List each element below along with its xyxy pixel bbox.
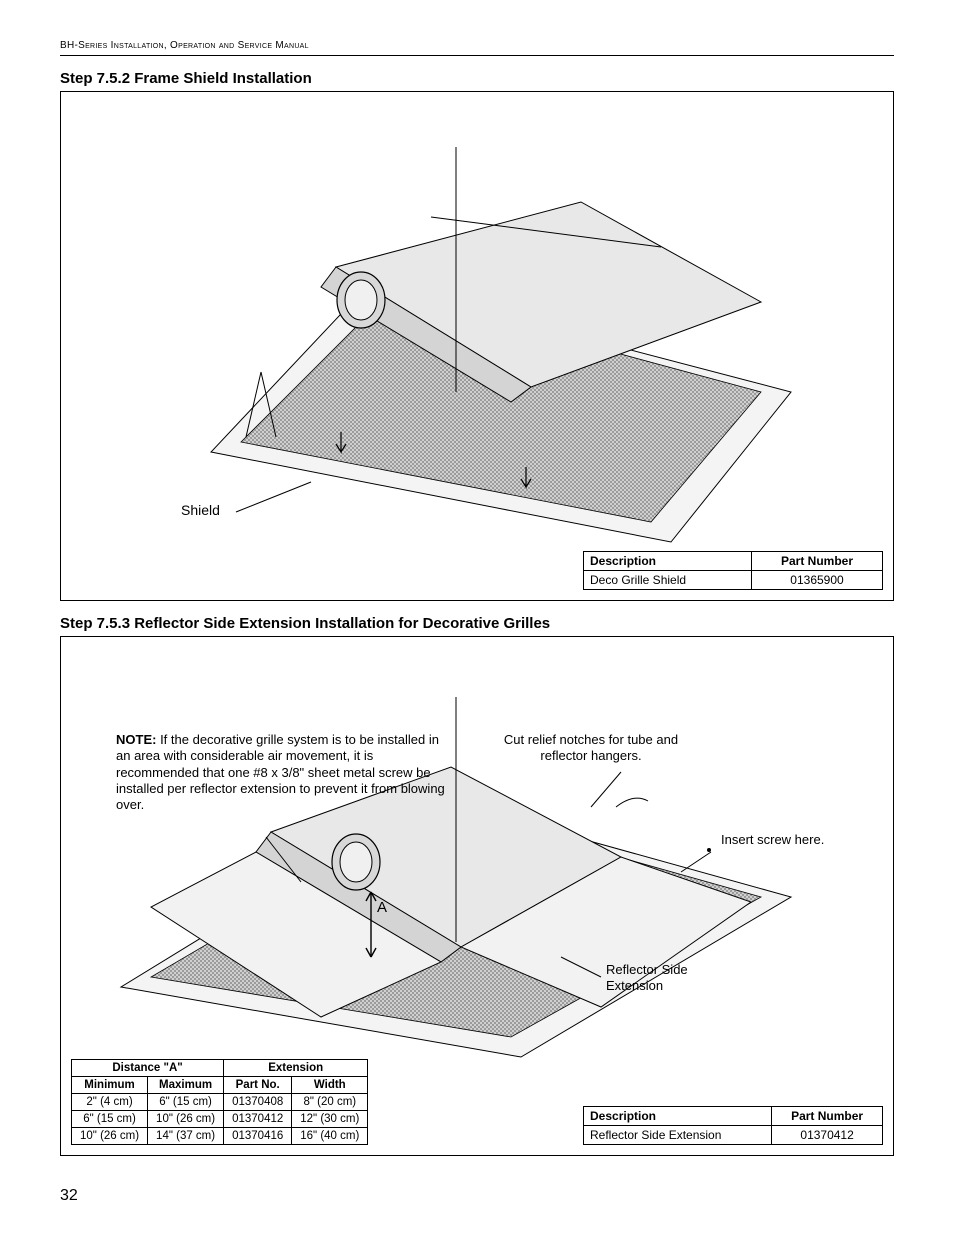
col-part-number: Part Number — [751, 552, 882, 571]
cut-relief-label: Cut relief notches for tube and reflecto… — [491, 732, 691, 763]
table-row: 6" (15 cm) 10" (26 cm) 01370412 12" (30 … — [72, 1111, 368, 1128]
col-min: Minimum — [72, 1077, 148, 1094]
note-lead: NOTE: — [116, 732, 156, 747]
col-partno: Part No. — [224, 1077, 292, 1094]
table-row: 2" (4 cm) 6" (15 cm) 01370408 8" (20 cm) — [72, 1094, 368, 1111]
parts-table-753: Description Part Number Reflector Side E… — [583, 1106, 883, 1145]
col-max: Maximum — [148, 1077, 224, 1094]
figure-753: NOTE: If the decorative grille system is… — [60, 636, 894, 1156]
insert-screw-label: Insert screw here. — [721, 832, 841, 848]
manual-header: BH-Series Installation, Operation and Se… — [60, 40, 894, 56]
step-753-heading: Step 7.5.3 Reflector Side Extension Inst… — [60, 615, 894, 632]
figure-752: Shield Description Part Number Deco Gril… — [60, 91, 894, 601]
table-row: Reflector Side Extension 01370412 — [584, 1126, 883, 1145]
reflector-side-label: Reflector Side Extension — [606, 962, 736, 993]
table-row: 10" (26 cm) 14" (37 cm) 01370416 16" (40… — [72, 1128, 368, 1145]
parts-table-752: Description Part Number Deco Grille Shie… — [583, 551, 883, 590]
table-row: Deco Grille Shield 01365900 — [584, 571, 883, 590]
extension-table: Distance "A" Extension Minimum Maximum P… — [71, 1059, 368, 1145]
col-extension: Extension — [224, 1060, 368, 1077]
dimension-a-label: A — [377, 899, 387, 917]
note-body: If the decorative grille system is to be… — [116, 732, 445, 812]
col-part-number: Part Number — [772, 1107, 883, 1126]
note-block: NOTE: If the decorative grille system is… — [116, 732, 446, 813]
col-width: Width — [292, 1077, 368, 1094]
step-752-heading: Step 7.5.2 Frame Shield Installation — [60, 70, 894, 87]
col-distance-a: Distance "A" — [72, 1060, 224, 1077]
shield-label: Shield — [181, 502, 220, 519]
col-description: Description — [584, 552, 752, 571]
col-description: Description — [584, 1107, 772, 1126]
page-number: 32 — [60, 1187, 78, 1205]
